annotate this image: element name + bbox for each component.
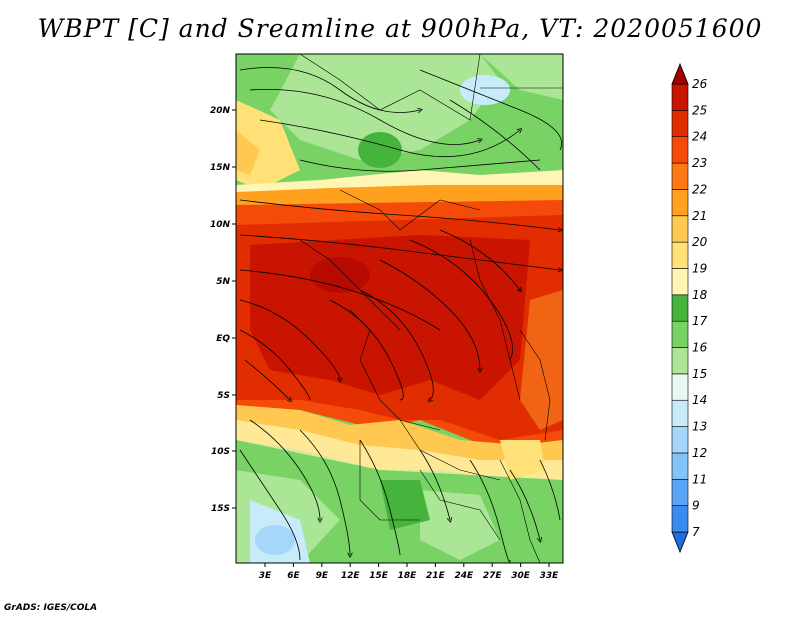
lon-label: 33E bbox=[540, 571, 560, 581]
lat-label: 15S bbox=[211, 504, 230, 514]
colorbar-swatch bbox=[671, 215, 689, 243]
colorbar-label: 16 bbox=[692, 341, 708, 355]
map-title: WBPT [C] and Sreamline at 900hPa, VT: 20… bbox=[37, 14, 763, 43]
map-field bbox=[236, 54, 563, 563]
latitude-axis: 20N 15N 10N 5N EQ 5S 10S 15S bbox=[210, 106, 236, 514]
colorbar-label: 18 bbox=[692, 288, 708, 302]
lon-label: 24E bbox=[454, 571, 474, 581]
colorbar-label: 23 bbox=[692, 156, 707, 170]
colorbar-swatch bbox=[671, 83, 689, 111]
colorbar-swatch bbox=[671, 320, 689, 348]
colorbar-max-arrow bbox=[671, 62, 689, 85]
lat-label: 10S bbox=[211, 447, 230, 457]
colorbar-swatch bbox=[671, 241, 689, 269]
colorbar-label: 15 bbox=[692, 367, 707, 381]
colorbar-swatch bbox=[671, 189, 689, 217]
map-frame bbox=[235, 53, 564, 564]
lon-label: 3E bbox=[259, 571, 272, 581]
colorbar-label: 26 bbox=[692, 77, 708, 91]
lat-label: 15N bbox=[210, 163, 231, 173]
streamlines bbox=[239, 67, 562, 563]
colorbar-label: 12 bbox=[692, 446, 707, 460]
colorbar-swatch bbox=[671, 110, 689, 138]
colorbar-swatch bbox=[671, 162, 689, 190]
lon-label: 12E bbox=[341, 571, 361, 581]
colorbar-label: 22 bbox=[692, 182, 707, 196]
colorbar-label: 25 bbox=[692, 103, 707, 117]
colorbar-swatch bbox=[671, 426, 689, 454]
longitude-axis: 3E 6E 9E 12E 15E 18E 21E 24E 27E 30E 33E bbox=[259, 563, 559, 581]
colorbar-swatch bbox=[671, 294, 689, 322]
colorbar-swatch bbox=[671, 136, 689, 164]
colorbar-min-arrow bbox=[671, 531, 689, 554]
colorbar-label: 24 bbox=[692, 130, 707, 144]
colorbar-label: 7 bbox=[692, 525, 700, 539]
colorbar-swatch bbox=[671, 505, 689, 533]
colorbar-swatch bbox=[671, 478, 689, 506]
colorbar: 7 9 11 12 13 14 15 16 17 18 19 20 21 22 23 24 25 26 bbox=[671, 62, 708, 554]
colorbar-label: 20 bbox=[692, 235, 708, 249]
lon-label: 21E bbox=[426, 571, 446, 581]
lat-label: 5S bbox=[217, 391, 230, 401]
colorbar-swatch bbox=[671, 373, 689, 401]
lon-label: 15E bbox=[369, 571, 389, 581]
lon-label: 9E bbox=[316, 571, 329, 581]
colorbar-label: 11 bbox=[692, 472, 707, 486]
colorbar-label: 13 bbox=[692, 420, 707, 434]
lat-label: 20N bbox=[210, 106, 231, 116]
software-credit: GrADS: IGES/COLA bbox=[4, 603, 98, 613]
colorbar-swatch bbox=[671, 268, 689, 296]
colorbar-label: 21 bbox=[692, 209, 707, 223]
colorbar-swatch bbox=[671, 347, 689, 375]
colorbar-swatch bbox=[671, 452, 689, 480]
lat-label: 5N bbox=[216, 277, 230, 287]
lat-label: 10N bbox=[210, 220, 231, 230]
lon-label: 27E bbox=[483, 571, 503, 581]
colorbar-label: 17 bbox=[692, 314, 708, 328]
colorbar-label: 9 bbox=[692, 499, 700, 513]
lat-label: EQ bbox=[216, 334, 230, 344]
lon-label: 6E bbox=[287, 571, 300, 581]
colorbar-label: 14 bbox=[692, 393, 707, 407]
colorbar-swatch bbox=[671, 399, 689, 427]
country-borders bbox=[299, 54, 563, 563]
colorbar-label: 19 bbox=[692, 261, 707, 275]
lon-label: 18E bbox=[398, 571, 418, 581]
lon-label: 30E bbox=[511, 571, 531, 581]
